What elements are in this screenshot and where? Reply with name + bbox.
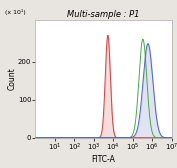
Text: (x 10¹): (x 10¹) <box>5 9 26 15</box>
Title: Multi-sample : P1: Multi-sample : P1 <box>67 10 140 19</box>
X-axis label: FITC-A: FITC-A <box>92 155 115 164</box>
Y-axis label: Count: Count <box>7 68 16 90</box>
